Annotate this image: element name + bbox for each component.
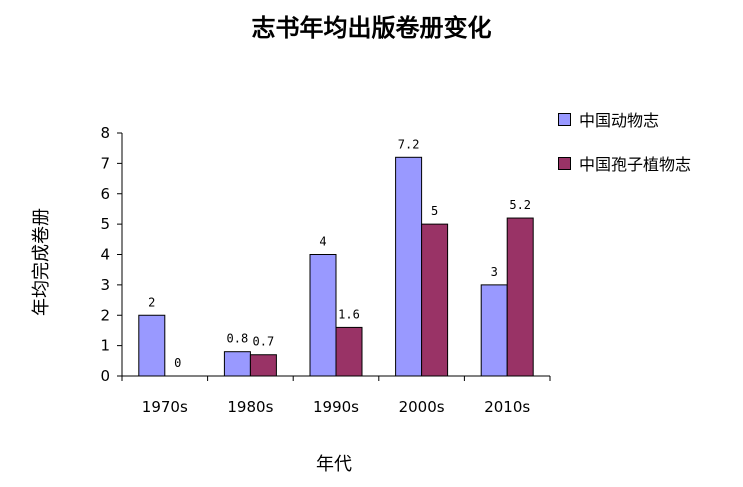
legend-swatch-spore-plant xyxy=(558,156,571,170)
x-tick-label: 1970s xyxy=(142,398,188,416)
bar-spore-plant xyxy=(249,354,277,377)
bar-animal xyxy=(138,314,166,377)
y-tick-label: 4 xyxy=(100,246,110,264)
bar-spore-plant xyxy=(421,223,449,377)
bar-animal xyxy=(309,254,337,377)
y-tick-label: 0 xyxy=(100,367,110,385)
legend-swatch-animal xyxy=(558,112,571,126)
bar-animal xyxy=(480,284,508,377)
legend-item-animal: 中国动物志 xyxy=(558,108,691,130)
y-tick-label: 8 xyxy=(100,124,110,142)
x-tick-label: 1980s xyxy=(227,398,273,416)
legend-label-spore-plant: 中国孢子植物志 xyxy=(579,155,692,174)
bar-animal xyxy=(395,156,423,377)
y-tick-label: 2 xyxy=(100,306,110,324)
data-label: 1.6 xyxy=(338,307,360,321)
bar-animal xyxy=(223,351,251,377)
x-axis-label: 年代 xyxy=(316,454,352,475)
y-axis-label: 年均完成卷册 xyxy=(31,208,52,316)
y-tick-label: 7 xyxy=(100,154,110,172)
legend-label-animal: 中国动物志 xyxy=(579,111,660,130)
y-tick-label: 3 xyxy=(100,276,110,294)
y-tick-label: 1 xyxy=(100,337,110,355)
data-label: 4 xyxy=(319,235,326,249)
data-label: 3 xyxy=(491,265,498,279)
data-label: 0.8 xyxy=(227,332,249,346)
chart-title: 志书年均出版卷册变化 xyxy=(251,14,492,42)
x-tick-label: 1990s xyxy=(313,398,359,416)
legend-item-spore-plant: 中国孢子植物志 xyxy=(558,152,691,174)
data-label: 2 xyxy=(148,295,155,309)
x-tick-label: 2010s xyxy=(484,398,530,416)
bar-spore-plant xyxy=(335,326,363,377)
y-tick-label: 6 xyxy=(100,185,110,203)
legend: 中国动物志 中国孢子植物志 xyxy=(558,108,691,196)
x-tick-label: 2000s xyxy=(399,398,445,416)
data-label: 0 xyxy=(174,356,181,370)
data-label: 5.2 xyxy=(509,198,531,212)
data-label: 0.7 xyxy=(253,335,275,349)
data-label: 7.2 xyxy=(398,137,420,151)
data-label: 5 xyxy=(431,204,438,218)
bar-spore-plant xyxy=(506,217,534,377)
y-tick-label: 5 xyxy=(100,215,110,233)
